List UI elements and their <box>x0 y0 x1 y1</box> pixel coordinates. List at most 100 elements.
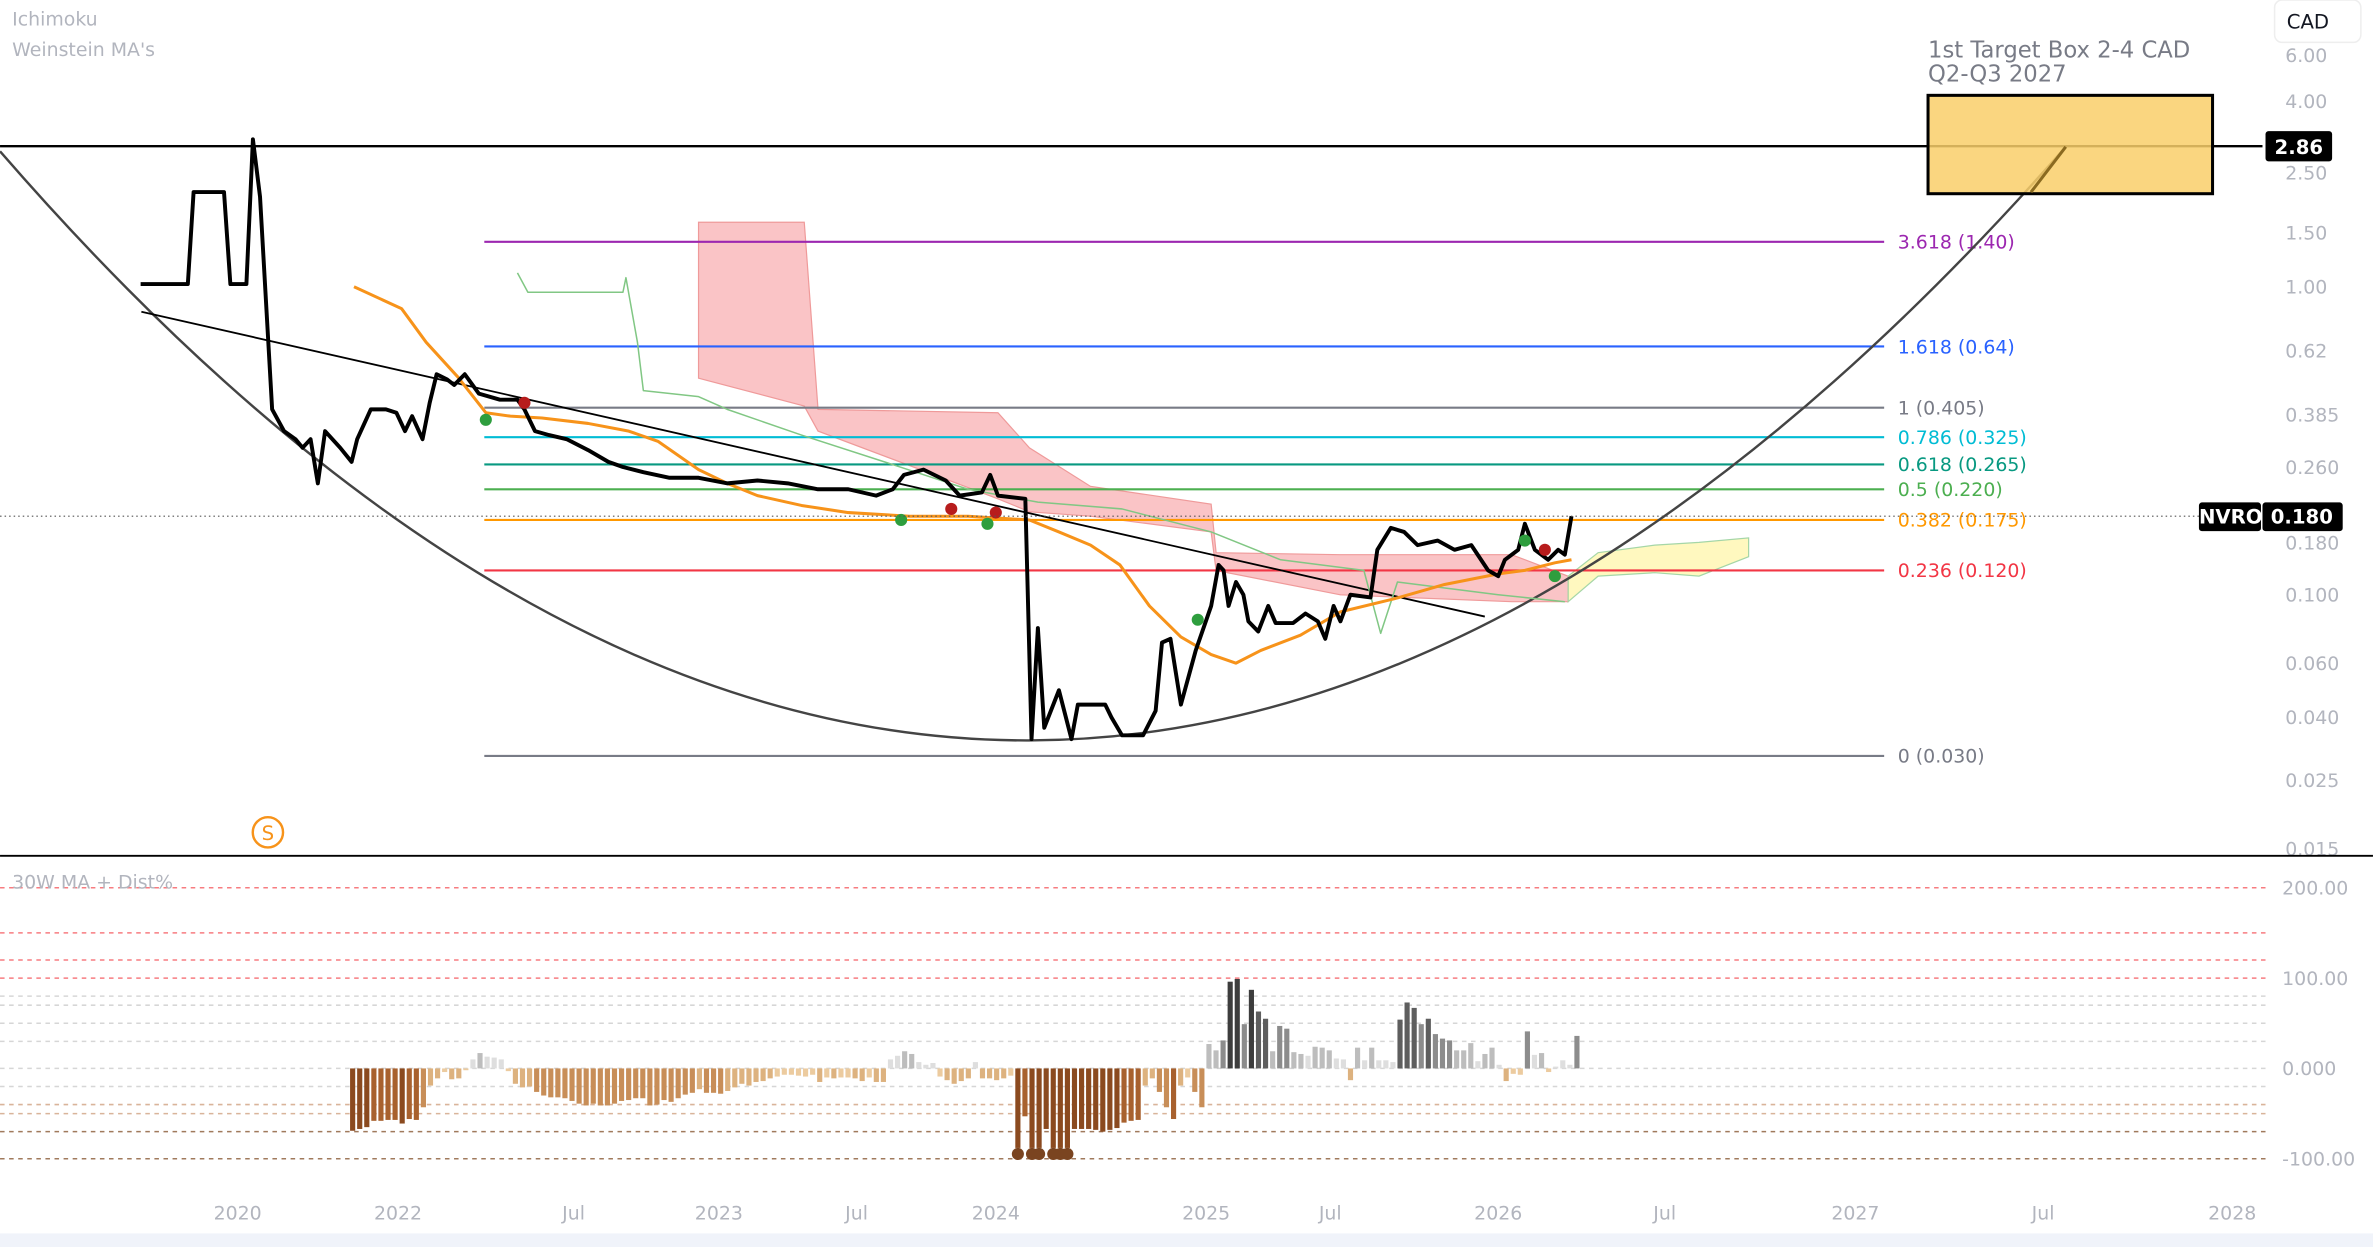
histogram-bar <box>951 1068 957 1084</box>
legend-ichimoku[interactable]: Ichimoku <box>12 9 98 31</box>
price-tag-value: 2.86 <box>2275 136 2324 159</box>
histogram-bar <box>1326 1050 1332 1069</box>
symbol-price-tag: NVRO 0.180 <box>2198 502 2343 532</box>
sell-signal-dot <box>989 506 1002 519</box>
histogram-bar <box>1538 1053 1545 1069</box>
buy-signal-dot <box>1191 613 1204 626</box>
time-axis-tick: 2028 <box>2208 1203 2256 1225</box>
histogram-bar <box>972 1062 978 1069</box>
histogram-bar <box>930 1063 936 1069</box>
histogram-bar <box>1404 1002 1410 1069</box>
histogram-bar <box>760 1068 766 1082</box>
price-axis-tick: 0.62 <box>2285 341 2327 363</box>
histogram-bar <box>1255 1011 1262 1069</box>
histogram-bar <box>675 1068 681 1099</box>
buy-signal-dot <box>895 513 908 527</box>
histogram-bar <box>1149 1068 1155 1079</box>
histogram-bar <box>746 1068 752 1086</box>
histogram-bar <box>894 1055 901 1069</box>
fib-level-label: 1.618 (0.64) <box>1898 336 2015 358</box>
histogram-value-axis[interactable]: 200.00 100.00 0.000 -100.00 <box>2282 878 2355 1171</box>
histogram-bar <box>519 1068 526 1088</box>
histogram-bar <box>1156 1068 1162 1092</box>
buy-signal-dot <box>1548 570 1561 583</box>
target-box[interactable] <box>1926 93 2215 196</box>
time-axis-tick: Jul <box>2031 1203 2055 1225</box>
histogram-bar <box>866 1068 872 1078</box>
price-line <box>140 137 1574 742</box>
histogram-bar <box>555 1068 561 1098</box>
histogram-axis-tick: -100.00 <box>2282 1149 2355 1171</box>
histogram-bar <box>512 1068 518 1084</box>
trendline[interactable] <box>141 310 1486 618</box>
parabolic-curve-drawing[interactable] <box>0 145 2067 742</box>
time-axis[interactable]: 2020 2022 Jul 2023 Jul 2024 2025 Jul 2026 Jul 2027… <box>214 1203 2257 1225</box>
histogram-bar <box>484 1056 490 1069</box>
sell-signal-dot <box>518 396 531 409</box>
histogram-bar <box>406 1068 412 1120</box>
subpane-title[interactable]: 30W MA + Dist% <box>12 871 173 893</box>
fib-level-label: 0.5 (0.220) <box>1898 479 2003 501</box>
legend-weinstein-mas[interactable]: Weinstein MA's <box>12 39 155 61</box>
price-axis[interactable]: 6.00 4.00 2.50 1.50 1.00 0.62 0.385 0.260 0.180 0… <box>2285 45 2339 860</box>
fib-level-label: 0.236 (0.120) <box>1898 560 2027 582</box>
histogram-bar <box>1298 1053 1304 1069</box>
fib-retracement[interactable]: 3.618 (1.40) 1.618 (0.64) 1 (0.405) 0.786 (… <box>484 232 2027 768</box>
histogram-bar <box>1340 1059 1346 1069</box>
histogram-bar <box>1461 1050 1467 1069</box>
histogram-bar <box>1425 1018 1431 1069</box>
histogram-bar <box>647 1068 653 1106</box>
histogram-bar <box>916 1062 922 1069</box>
buy-signal-dot <box>479 413 492 426</box>
histogram-bar <box>1503 1068 1509 1082</box>
histogram-bar <box>1001 1068 1007 1079</box>
histogram-bar <box>470 1059 476 1069</box>
histogram-bar <box>661 1068 667 1101</box>
histogram-bar <box>689 1068 695 1093</box>
histogram-bar <box>548 1068 554 1098</box>
currency-button[interactable]: CAD <box>2273 0 2362 44</box>
fib-level-label: 0.618 (0.265) <box>1898 454 2027 476</box>
histogram-bar <box>887 1059 894 1069</box>
split-marker-icon[interactable]: S <box>251 815 285 849</box>
buy-signal-dot <box>981 517 994 530</box>
extreme-marker-dot <box>1061 1147 1074 1161</box>
histogram-bar <box>1100 1068 1106 1132</box>
histogram-bar <box>845 1068 851 1078</box>
ichimoku-cloud <box>697 221 1750 603</box>
histogram-bar <box>739 1068 745 1084</box>
histogram-bar <box>1510 1068 1516 1074</box>
histogram-bar <box>718 1068 724 1094</box>
trendline-segment[interactable] <box>141 310 1486 618</box>
histogram-bar <box>802 1068 809 1077</box>
histogram-bar <box>1376 1060 1382 1069</box>
histogram-bar <box>781 1068 787 1075</box>
histogram-bar <box>1057 1068 1063 1148</box>
histogram-bar <box>562 1068 568 1099</box>
price-axis-tick: 0.015 <box>2285 838 2339 860</box>
histogram-bar <box>640 1068 646 1099</box>
price-axis-tick: 1.50 <box>2285 222 2327 244</box>
price-axis-tick: 0.040 <box>2285 707 2339 729</box>
histogram-bar <box>1390 1062 1396 1069</box>
histogram-bar <box>1319 1047 1325 1069</box>
histogram-bar <box>420 1068 426 1108</box>
price-axis-tick: 0.180 <box>2285 532 2339 554</box>
histogram-bar <box>1064 1068 1070 1148</box>
histogram-bar <box>1524 1031 1530 1069</box>
histogram-bar <box>1439 1038 1446 1069</box>
histogram-guides <box>0 886 2271 1160</box>
histogram-bar <box>696 1068 702 1090</box>
histogram-bar <box>944 1068 950 1081</box>
fib-level-label: 1 (0.405) <box>1898 398 1985 420</box>
histogram-bar <box>371 1068 377 1121</box>
symbol-name: NVRO <box>2199 506 2263 529</box>
histogram-bar <box>1284 1028 1290 1069</box>
histogram-bar <box>449 1068 455 1080</box>
histogram-bar <box>1071 1068 1078 1129</box>
histogram-bar <box>1468 1043 1474 1069</box>
histogram-bar <box>427 1068 434 1086</box>
histogram-bar <box>710 1068 717 1093</box>
histogram-bar <box>937 1068 943 1077</box>
